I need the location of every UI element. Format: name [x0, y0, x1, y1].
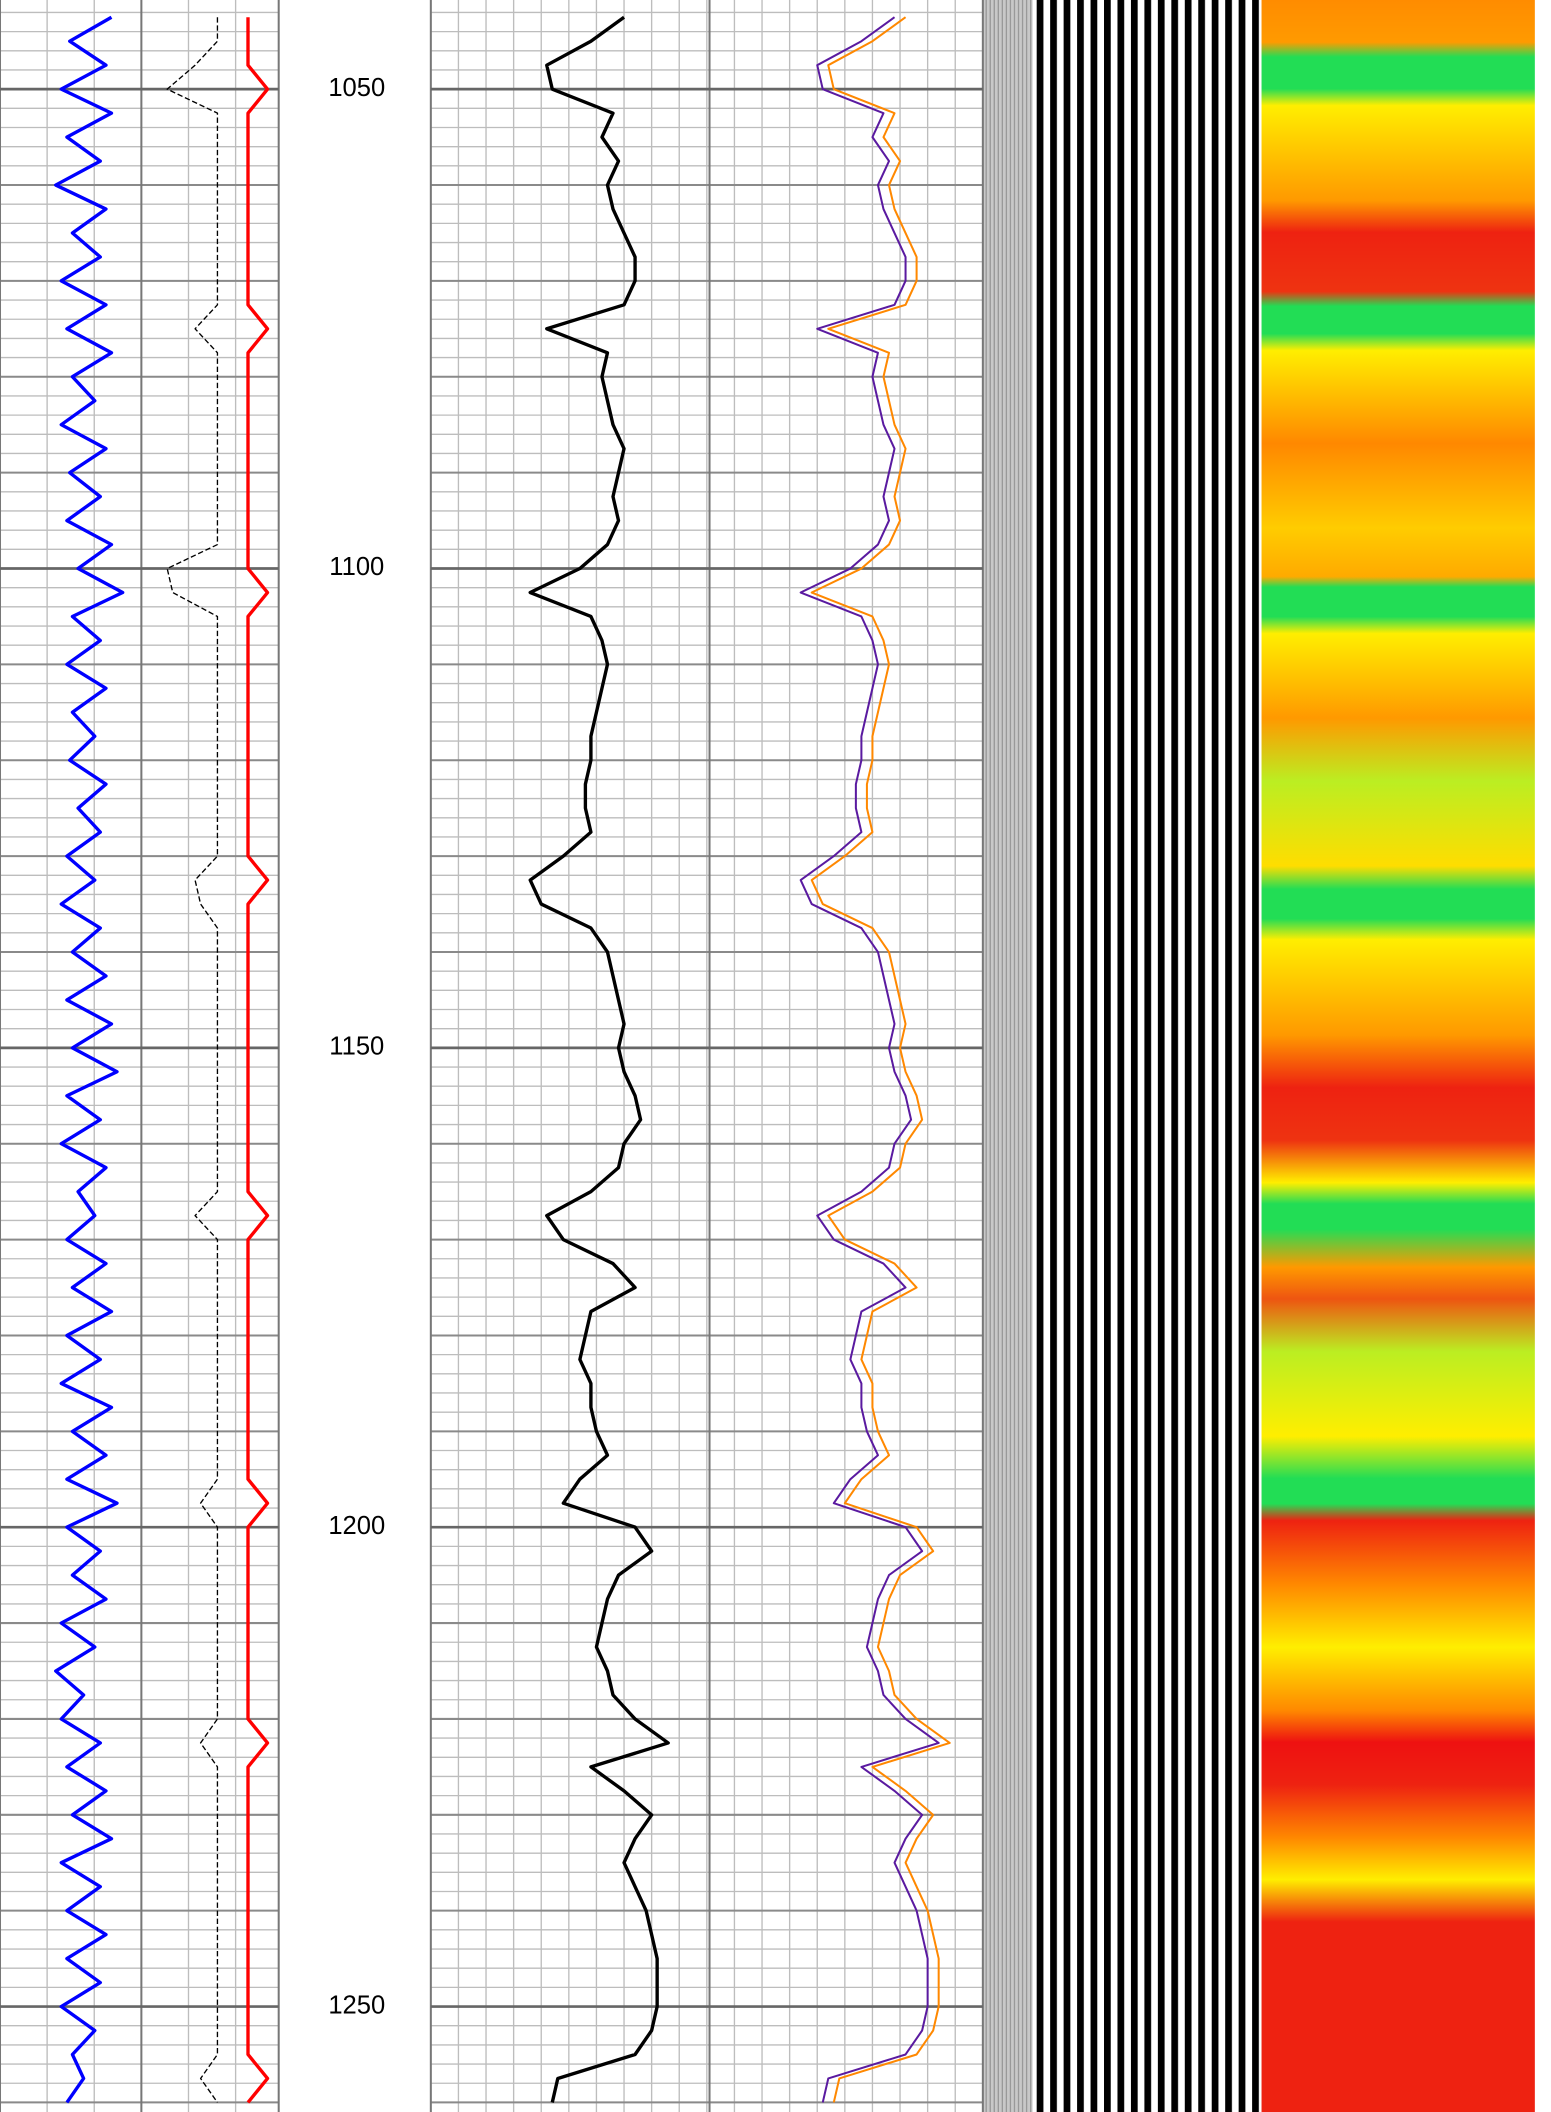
depth-label: 1050	[328, 74, 385, 102]
depth-label: 1200	[328, 1512, 385, 1540]
log-curve	[246, 17, 270, 2104]
depth-label: 1250	[328, 1991, 385, 2019]
log-curve	[799, 16, 940, 2103]
seismic-wiggle	[1032, 0, 1262, 2112]
gray-strip	[982, 0, 1033, 2112]
log-curve	[810, 16, 951, 2103]
curves	[54, 15, 951, 2104]
log-curve	[54, 15, 125, 2104]
log-curve	[166, 17, 219, 2103]
depth-label: 1150	[329, 1033, 384, 1061]
grid: 1050 1100 1150 1200 1250	[0, 0, 984, 2112]
depth-label: 1100	[329, 553, 384, 581]
color-map	[1261, 0, 1535, 2112]
log-curve	[528, 15, 670, 2103]
